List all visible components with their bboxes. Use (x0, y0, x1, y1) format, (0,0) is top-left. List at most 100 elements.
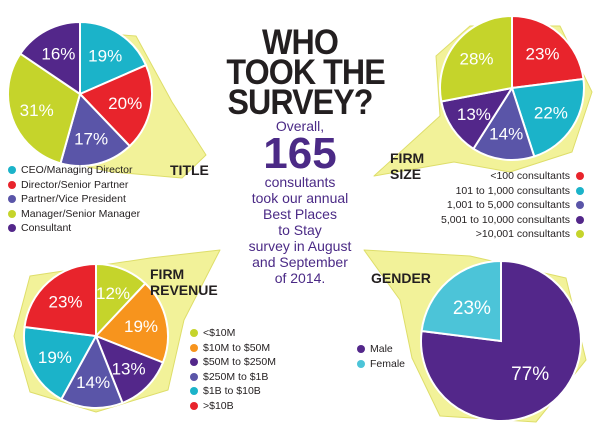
firm-size-legend-label: 5,001 to 10,000 consultants (440, 213, 570, 226)
firm-revenue-slice-label-1: 19% (124, 317, 158, 336)
summary-line-6: survey in August (248, 238, 352, 254)
title-slice-label-3: 31% (20, 101, 54, 120)
firm-size-legend-swatch (576, 186, 584, 195)
title-slice-label-2: 17% (74, 130, 108, 149)
firm-revenue-legend-swatch (190, 343, 198, 352)
title-legend-label: Partner/Vice President (21, 193, 126, 206)
summary-line-5: to Stay (278, 222, 322, 238)
firm-revenue-legend-swatch (190, 372, 198, 381)
gender-legend: Male Female (357, 342, 405, 371)
firm-revenue-legend-swatch (190, 329, 198, 338)
gender-slice-1 (420, 259, 502, 343)
firm-size-legend-item: 5,001 to 10,000 consultants (441, 213, 584, 228)
gender-slice-label-0: 77% (511, 364, 549, 385)
firm-size-legend-label: <100 consultants (490, 170, 570, 183)
firm-size-slice-1 (510, 77, 585, 158)
firm-size-legend-label: 101 to 1,000 consultants (455, 184, 570, 197)
consultant-count: 165 (263, 129, 337, 178)
title-slice-2 (59, 92, 132, 167)
firm-size-slice-label-1: 22% (534, 104, 568, 123)
title-chart-title: TITLE (170, 162, 209, 178)
title-legend-item: CEO/Managing Director (8, 163, 140, 178)
firm-revenue-legend-swatch (190, 401, 198, 410)
firm-size-slice-label-0: 23% (525, 44, 559, 63)
firm-revenue-slice-label-3: 14% (76, 373, 110, 392)
firm-size-legend-item: 1,001 to 5,000 consultants (441, 198, 584, 213)
firm-size-slice-2 (472, 85, 536, 161)
firm-size-legend-swatch (576, 201, 584, 210)
title-slice-0 (79, 20, 148, 96)
firm-revenue-legend-item: $250M to $1B (190, 370, 276, 385)
firm-size-legend-swatch (576, 172, 584, 181)
firm-revenue-legend: <$10M $10M to $50M $50M to $250M $250M to $… (190, 326, 276, 413)
firm-size-chart-title: FIRM SIZE (390, 150, 425, 182)
gender-legend-swatch (357, 345, 365, 354)
gender-chart-title: GENDER (371, 270, 431, 286)
firm-revenue-legend-item: $1B to $10B (190, 384, 276, 399)
firm-size-slice-0 (511, 14, 585, 90)
firm-size-slice-label-2: 14% (489, 125, 523, 144)
firm-revenue-legend-label: $1B to $10B (203, 385, 261, 398)
firm-revenue-legend-label: <$10M (203, 327, 236, 340)
firm-size-legend-label: >10,001 consultants (475, 228, 570, 241)
title-legend-label: Director/Senior Partner (21, 178, 129, 191)
firm-revenue-legend-swatch (190, 358, 198, 367)
title-legend-item: Consultant (8, 221, 140, 236)
firm-revenue-slice-label-2: 13% (112, 360, 146, 379)
gender-slice-label-1: 23% (453, 298, 491, 319)
summary-line-7: and September (252, 254, 348, 270)
firm-revenue-slice-2 (94, 334, 165, 405)
title-legend-label: CEO/Managing Director (21, 164, 133, 177)
title-slice-label-0: 19% (88, 46, 122, 65)
firm-revenue-slice-3 (59, 333, 124, 409)
title-legend-swatch (8, 195, 16, 204)
firm-revenue-legend-item: >$10B (190, 399, 276, 414)
title-slice-label-4: 16% (41, 44, 75, 63)
firm-size-slice-label-4: 28% (459, 50, 493, 69)
firm-size-legend-swatch (576, 215, 584, 224)
summary-line-8: of 2014. (274, 270, 326, 286)
firm-revenue-legend-item: $10M to $50M (190, 341, 276, 356)
firm-size-pie: 23% 22% 14%13% 28% (439, 14, 585, 161)
title-slice-4 (18, 20, 81, 96)
firm-revenue-slice-label-0: 12% (96, 284, 130, 303)
headline-line-2: TOOK THE (226, 53, 385, 92)
title-legend-label: Consultant (21, 222, 72, 235)
summary-line-4: Best Places (263, 206, 337, 222)
firm-size-legend-item: 101 to 1,000 consultants (441, 184, 584, 199)
firm-revenue-pie: 12%19%13%14%19%23% (23, 262, 169, 409)
title-slice-1 (78, 63, 153, 148)
gender-legend-label: Female (370, 357, 406, 370)
firm-size-slice-label-3: 13% (457, 105, 491, 124)
gender-legend-swatch (357, 359, 365, 368)
title-pie: 19% 20%17% 31% 16% (7, 20, 153, 167)
summary-line-3: took our annual (251, 190, 349, 206)
headline-line-1: WHO (262, 23, 339, 62)
firm-size-slice-4 (439, 14, 513, 103)
title-slice-label-1: 20% (108, 94, 142, 113)
gender-pie: 77% 23% (420, 259, 582, 422)
firm-size-legend-item: >10,001 consultants (441, 227, 584, 242)
summary-line-1: Overall, (275, 118, 325, 134)
firm-revenue-legend-item: <$10M (190, 326, 276, 341)
firm-revenue-legend-label: >$10B (203, 399, 234, 412)
summary-line-2: consultants (264, 174, 336, 190)
firm-revenue-chart-title: FIRM REVENUE (150, 266, 218, 298)
firm-size-slice-3 (440, 86, 515, 151)
headline: WHO TOOK THE SURVEY? (226, 23, 385, 122)
title-slice-3 (7, 52, 82, 165)
headline-line-3: SURVEY? (227, 83, 373, 122)
pie-charts: 19%20%17%31%16% 23%22%14%13%28%12%19%13%1… (7, 14, 585, 422)
firm-revenue-slice-label-5: 23% (48, 292, 82, 311)
firm-revenue-slice-label-4: 19% (38, 348, 72, 367)
title-legend-label: Manager/Senior Manager (21, 207, 141, 220)
firm-size-legend-item: <100 consultants (441, 169, 584, 184)
firm-revenue-legend-label: $50M to $250M (203, 356, 276, 369)
title-legend-swatch (8, 209, 16, 218)
survey-summary: Overall, 165 consultants took our annual… (222, 118, 378, 286)
firm-revenue-legend-item: $50M to $250M (190, 355, 276, 370)
firm-size-legend-swatch (576, 230, 584, 239)
title-legend-swatch (8, 180, 16, 189)
gender-legend-item: Female (357, 357, 405, 372)
